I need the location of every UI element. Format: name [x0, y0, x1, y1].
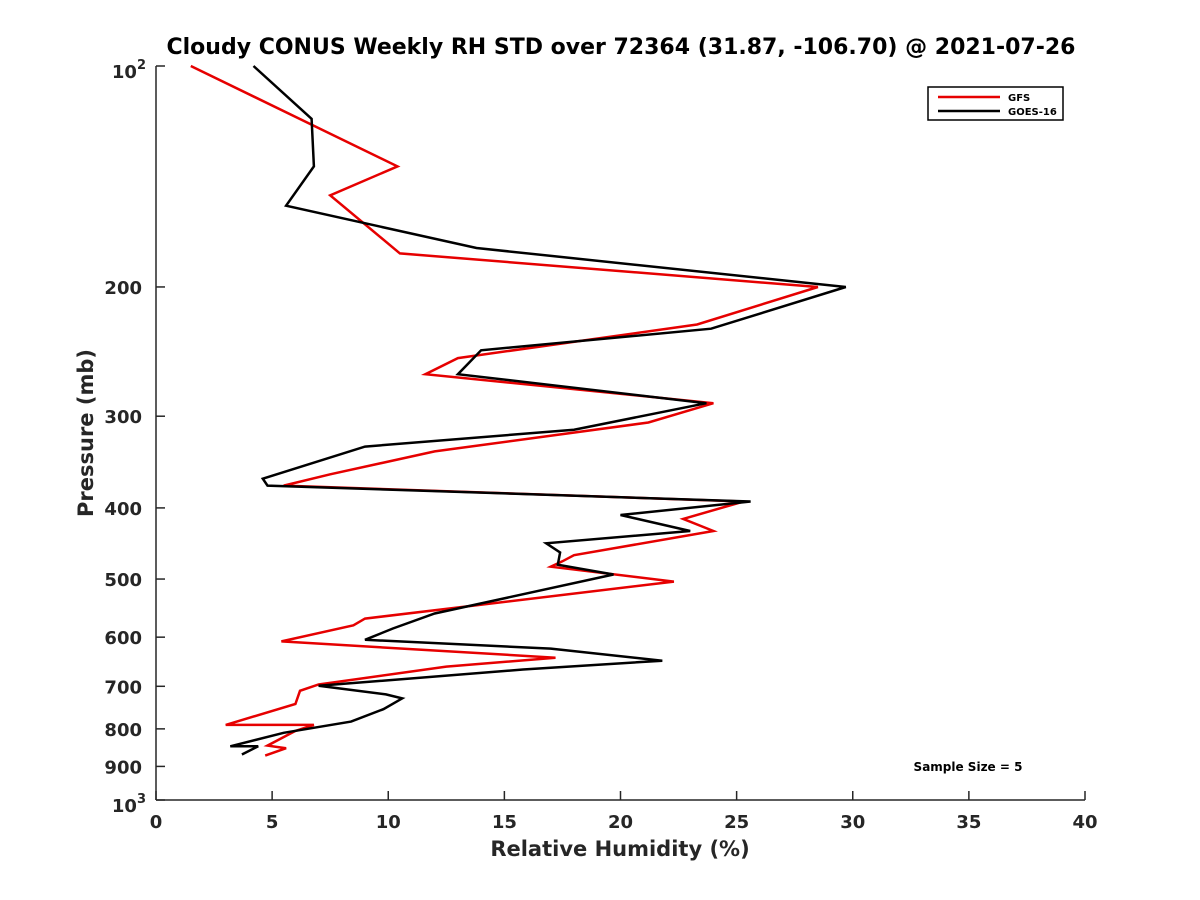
- legend-label-goes-16: GOES-16: [1008, 107, 1057, 118]
- legend-box: [927, 86, 1064, 121]
- y-tick-label: 800: [104, 720, 142, 741]
- x-tick-label: 10: [376, 812, 401, 833]
- x-tick-label: 5: [266, 812, 279, 833]
- plot-area: 0 5 10 15 20 25 30 35 40 102 200 300 400 500 600 700 80…: [104, 58, 1097, 833]
- x-tick-label: 20: [608, 812, 633, 833]
- legend: GFS GOES-16: [927, 86, 1064, 121]
- y-tick-label: 700: [104, 677, 142, 698]
- y-tick-label: 300: [104, 407, 142, 428]
- series-line-goes-16: [229, 65, 847, 756]
- x-tick-label: 40: [1072, 812, 1097, 833]
- x-tick-label: 15: [492, 812, 517, 833]
- x-axis-label: Relative Humidity (%): [490, 837, 749, 861]
- x-tick-label: 35: [956, 812, 981, 833]
- y-axis-ticks: 102 200 300 400 500 600 700 800 900 103: [104, 58, 165, 817]
- y-tick-label: 102: [112, 58, 146, 83]
- y-axis-label: Pressure (mb): [74, 349, 98, 517]
- series-lines: [190, 64, 847, 757]
- x-axis-ticks: 0 5 10 15 20 25 30 35 40: [150, 791, 1098, 833]
- sample-size-note: Sample Size = 5: [914, 760, 1023, 774]
- y-tick-label: 600: [104, 628, 142, 649]
- x-tick-label: 0: [150, 812, 163, 833]
- y-tick-label: 900: [104, 757, 142, 778]
- axes-background: [156, 66, 1085, 800]
- x-tick-label: 30: [840, 812, 865, 833]
- y-tick-label: 400: [104, 499, 142, 520]
- legend-label-gfs: GFS: [1008, 93, 1030, 104]
- y-tick-label: 103: [112, 792, 146, 817]
- chart-title: Cloudy CONUS Weekly RH STD over 72364 (3…: [167, 35, 1076, 60]
- y-tick-label: 200: [104, 278, 142, 299]
- y-tick-label: 500: [104, 570, 142, 591]
- x-tick-label: 25: [724, 812, 749, 833]
